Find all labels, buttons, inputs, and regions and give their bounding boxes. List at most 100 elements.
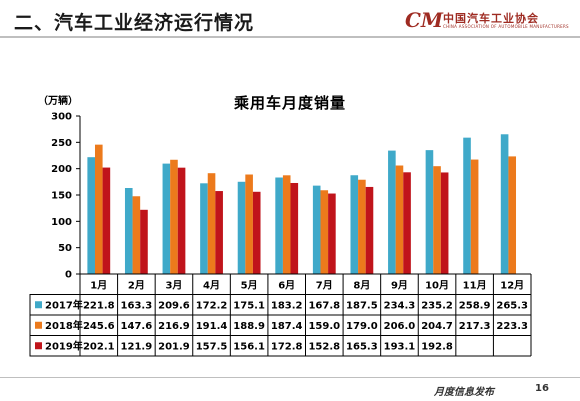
- bar-2019年-9月: [403, 172, 411, 274]
- data-label-2019年-9月: 193.1: [384, 341, 416, 352]
- y-tick-label: 100: [51, 217, 72, 228]
- bar-2018年-11月: [470, 159, 479, 274]
- x-tick-label: 8月: [353, 279, 370, 291]
- x-tick-label: 5月: [241, 279, 258, 291]
- chart-title: 乘用车月度销量: [233, 94, 346, 112]
- logo-text: 中国汽车工业协会: [443, 12, 539, 25]
- bar-2018年-3月: [170, 159, 178, 274]
- data-label-2018年-10月: 204.7: [421, 321, 453, 332]
- bar-2017年-7月: [312, 185, 321, 274]
- data-label-2018年-4月: 191.4: [196, 321, 228, 332]
- bar-2017年-11月: [463, 137, 471, 274]
- data-label-2018年-5月: 188.9: [233, 321, 265, 332]
- data-label-2018年-2月: 147.6: [121, 321, 153, 332]
- x-tick-label: 1月: [90, 279, 107, 291]
- data-label-2018年-9月: 206.0: [384, 321, 416, 332]
- data-label-2019年-2月: 121.9: [121, 341, 153, 352]
- x-tick-label: 11月: [463, 279, 487, 291]
- bar-2018年-9月: [395, 165, 404, 274]
- data-label-2017年-12月: 265.3: [496, 300, 528, 311]
- y-tick-label: 50: [58, 243, 72, 254]
- bar-2017年-6月: [275, 177, 283, 274]
- bar-2019年-8月: [365, 186, 374, 274]
- data-label-2019年-10月: 192.8: [421, 341, 453, 352]
- bar-2019年-10月: [440, 172, 449, 274]
- data-label-2017年-9月: 234.3: [384, 300, 416, 311]
- bar-2017年-12月: [500, 134, 509, 274]
- bar-2018年-12月: [508, 156, 517, 274]
- bar-2018年-2月: [132, 196, 141, 274]
- bar-2018年-4月: [207, 173, 216, 274]
- x-tick-label: 12月: [500, 279, 524, 291]
- legend-label-2018年: 2018年: [45, 319, 83, 332]
- x-tick-label: 7月: [316, 279, 333, 291]
- bar-2017年-10月: [425, 150, 434, 274]
- bar-2017年-8月: [350, 175, 359, 274]
- data-label-2017年-7月: 167.8: [308, 300, 340, 311]
- bar-2018年-8月: [358, 179, 366, 274]
- data-label-2017年-8月: 187.5: [346, 300, 378, 311]
- y-tick-label: 150: [51, 191, 72, 202]
- footer-text: 月度信息发布: [434, 387, 494, 398]
- data-label-2018年-8月: 179.0: [346, 321, 378, 332]
- footer-divider: [0, 377, 580, 378]
- data-label-2017年-11月: 258.9: [459, 300, 491, 311]
- unit-label: （万辆）: [38, 96, 78, 107]
- data-label-2019年-7月: 152.8: [308, 341, 340, 352]
- logo-mark: CM: [405, 8, 444, 32]
- bar-2019年-5月: [252, 191, 261, 274]
- legend-swatch-2017年: [35, 301, 42, 309]
- y-tick-label: 250: [51, 138, 72, 149]
- logo-subtext: CHINA ASSOCIATION OF AUTOMOBILE MANUFACT…: [443, 24, 569, 29]
- title-divider: [0, 36, 580, 38]
- page-number: 16: [535, 383, 549, 394]
- legend-swatch-2019年: [35, 342, 42, 350]
- x-tick-label: 2月: [128, 279, 145, 291]
- bar-2019年-6月: [290, 182, 299, 274]
- data-label-2019年-8月: 165.3: [346, 341, 378, 352]
- data-label-2018年-1月: 245.6: [83, 321, 115, 332]
- x-tick-label: 10月: [425, 279, 449, 291]
- slide-title: 二、汽车工业经济运行情况: [14, 12, 255, 34]
- data-label-2018年-11月: 217.3: [459, 321, 491, 332]
- bar-2017年-4月: [200, 183, 208, 274]
- bar-2017年-1月: [87, 157, 95, 274]
- bar-2019年-2月: [140, 209, 148, 274]
- bar-2018年-6月: [282, 175, 291, 274]
- data-label-2017年-3月: 209.6: [158, 300, 190, 311]
- x-tick-label: 4月: [203, 279, 220, 291]
- data-label-2018年-6月: 187.4: [271, 321, 303, 332]
- data-label-2019年-3月: 201.9: [158, 341, 190, 352]
- y-tick-label: 0: [65, 270, 72, 281]
- x-tick-label: 3月: [165, 279, 182, 291]
- data-label-2017年-6月: 183.2: [271, 300, 303, 311]
- data-label-2017年-2月: 163.3: [121, 300, 153, 311]
- bar-2018年-10月: [433, 166, 441, 274]
- data-label-2017年-1月: 221.8: [83, 300, 115, 311]
- data-label-2018年-12月: 223.3: [496, 321, 528, 332]
- bar-2017年-3月: [162, 163, 171, 274]
- data-label-2017年-10月: 235.2: [421, 300, 453, 311]
- legend-label-2019年: 2019年: [45, 339, 83, 352]
- data-label-2019年-6月: 172.8: [271, 341, 303, 352]
- y-tick-label: 200: [51, 164, 72, 175]
- data-label-2018年-3月: 216.9: [158, 321, 190, 332]
- bar-2019年-4月: [215, 191, 223, 274]
- bar-2018年-1月: [94, 144, 103, 274]
- data-label-2019年-5月: 156.1: [233, 341, 265, 352]
- bar-2019年-3月: [177, 167, 186, 274]
- bar-2018年-5月: [245, 174, 253, 274]
- data-label-2019年-1月: 202.1: [83, 341, 115, 352]
- y-tick-label: 300: [51, 112, 72, 123]
- bar-2017年-2月: [124, 188, 133, 274]
- x-tick-label: 9月: [391, 279, 408, 291]
- legend-label-2017年: 2017年: [45, 298, 83, 311]
- legend-swatch-2018年: [35, 321, 42, 329]
- data-label-2019年-4月: 157.5: [196, 341, 228, 352]
- bar-2017年-5月: [237, 181, 246, 274]
- bar-2018年-7月: [320, 190, 329, 274]
- data-label-2018年-7月: 159.0: [308, 321, 340, 332]
- association-logo: CM 中国汽车工业协会 CHINA ASSOCIATION OF AUTOMOB…: [405, 8, 575, 32]
- data-label-2017年-5月: 175.1: [233, 300, 265, 311]
